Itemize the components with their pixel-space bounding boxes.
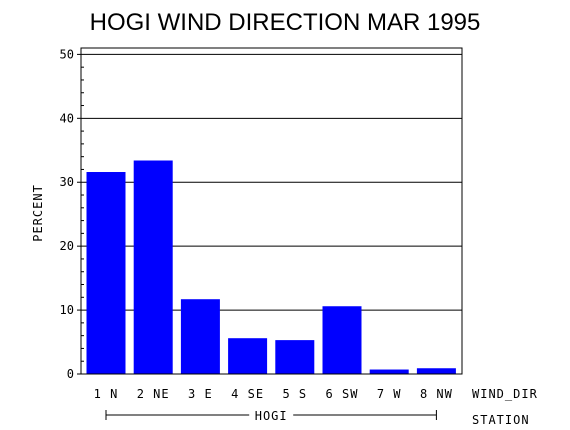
- chart-title: HOGI WIND DIRECTION MAR 1995: [90, 9, 481, 36]
- x-tick-label: 1 N: [94, 387, 119, 401]
- y-tick-label: 40: [60, 111, 74, 125]
- y-tick-label: 0: [67, 367, 74, 381]
- plot-frame: [80, 47, 463, 375]
- x-tick-label: 6 SW: [326, 387, 359, 401]
- station-group: HOGI: [105, 409, 437, 423]
- station-label: HOGI: [255, 409, 288, 423]
- y-tick-label: 30: [60, 175, 74, 189]
- bars: [86, 160, 456, 374]
- x-tick-label: 7 W: [377, 387, 402, 401]
- station-axis-label: STATION: [472, 413, 530, 427]
- bar: [369, 369, 409, 374]
- x-axis: 1 N 2 NE 3 E 4 SE 5 S 6 SW 7 W 8 NW: [94, 387, 453, 401]
- bar: [86, 172, 126, 374]
- y-tick-label: 50: [60, 47, 74, 61]
- x-tick-label: 8 NW: [420, 387, 453, 401]
- x-axis-label: WIND_DIR: [472, 387, 538, 401]
- bar: [180, 299, 220, 374]
- y-tick-label: 10: [60, 303, 74, 317]
- y-axis: 0 10 20 30 40 50: [60, 47, 84, 381]
- station-label-background: [249, 409, 294, 421]
- bar: [416, 368, 456, 374]
- bar: [228, 338, 268, 374]
- x-tick-label: 3 E: [188, 387, 213, 401]
- x-tick-label: 2 NE: [137, 387, 170, 401]
- bar: [275, 340, 315, 374]
- bar: [322, 306, 362, 374]
- y-axis-label: PERCENT: [31, 184, 45, 242]
- x-tick-label: 5 S: [282, 387, 307, 401]
- y-tick-label: 20: [60, 239, 74, 253]
- x-tick-label: 4 SE: [231, 387, 264, 401]
- bar: [133, 160, 173, 374]
